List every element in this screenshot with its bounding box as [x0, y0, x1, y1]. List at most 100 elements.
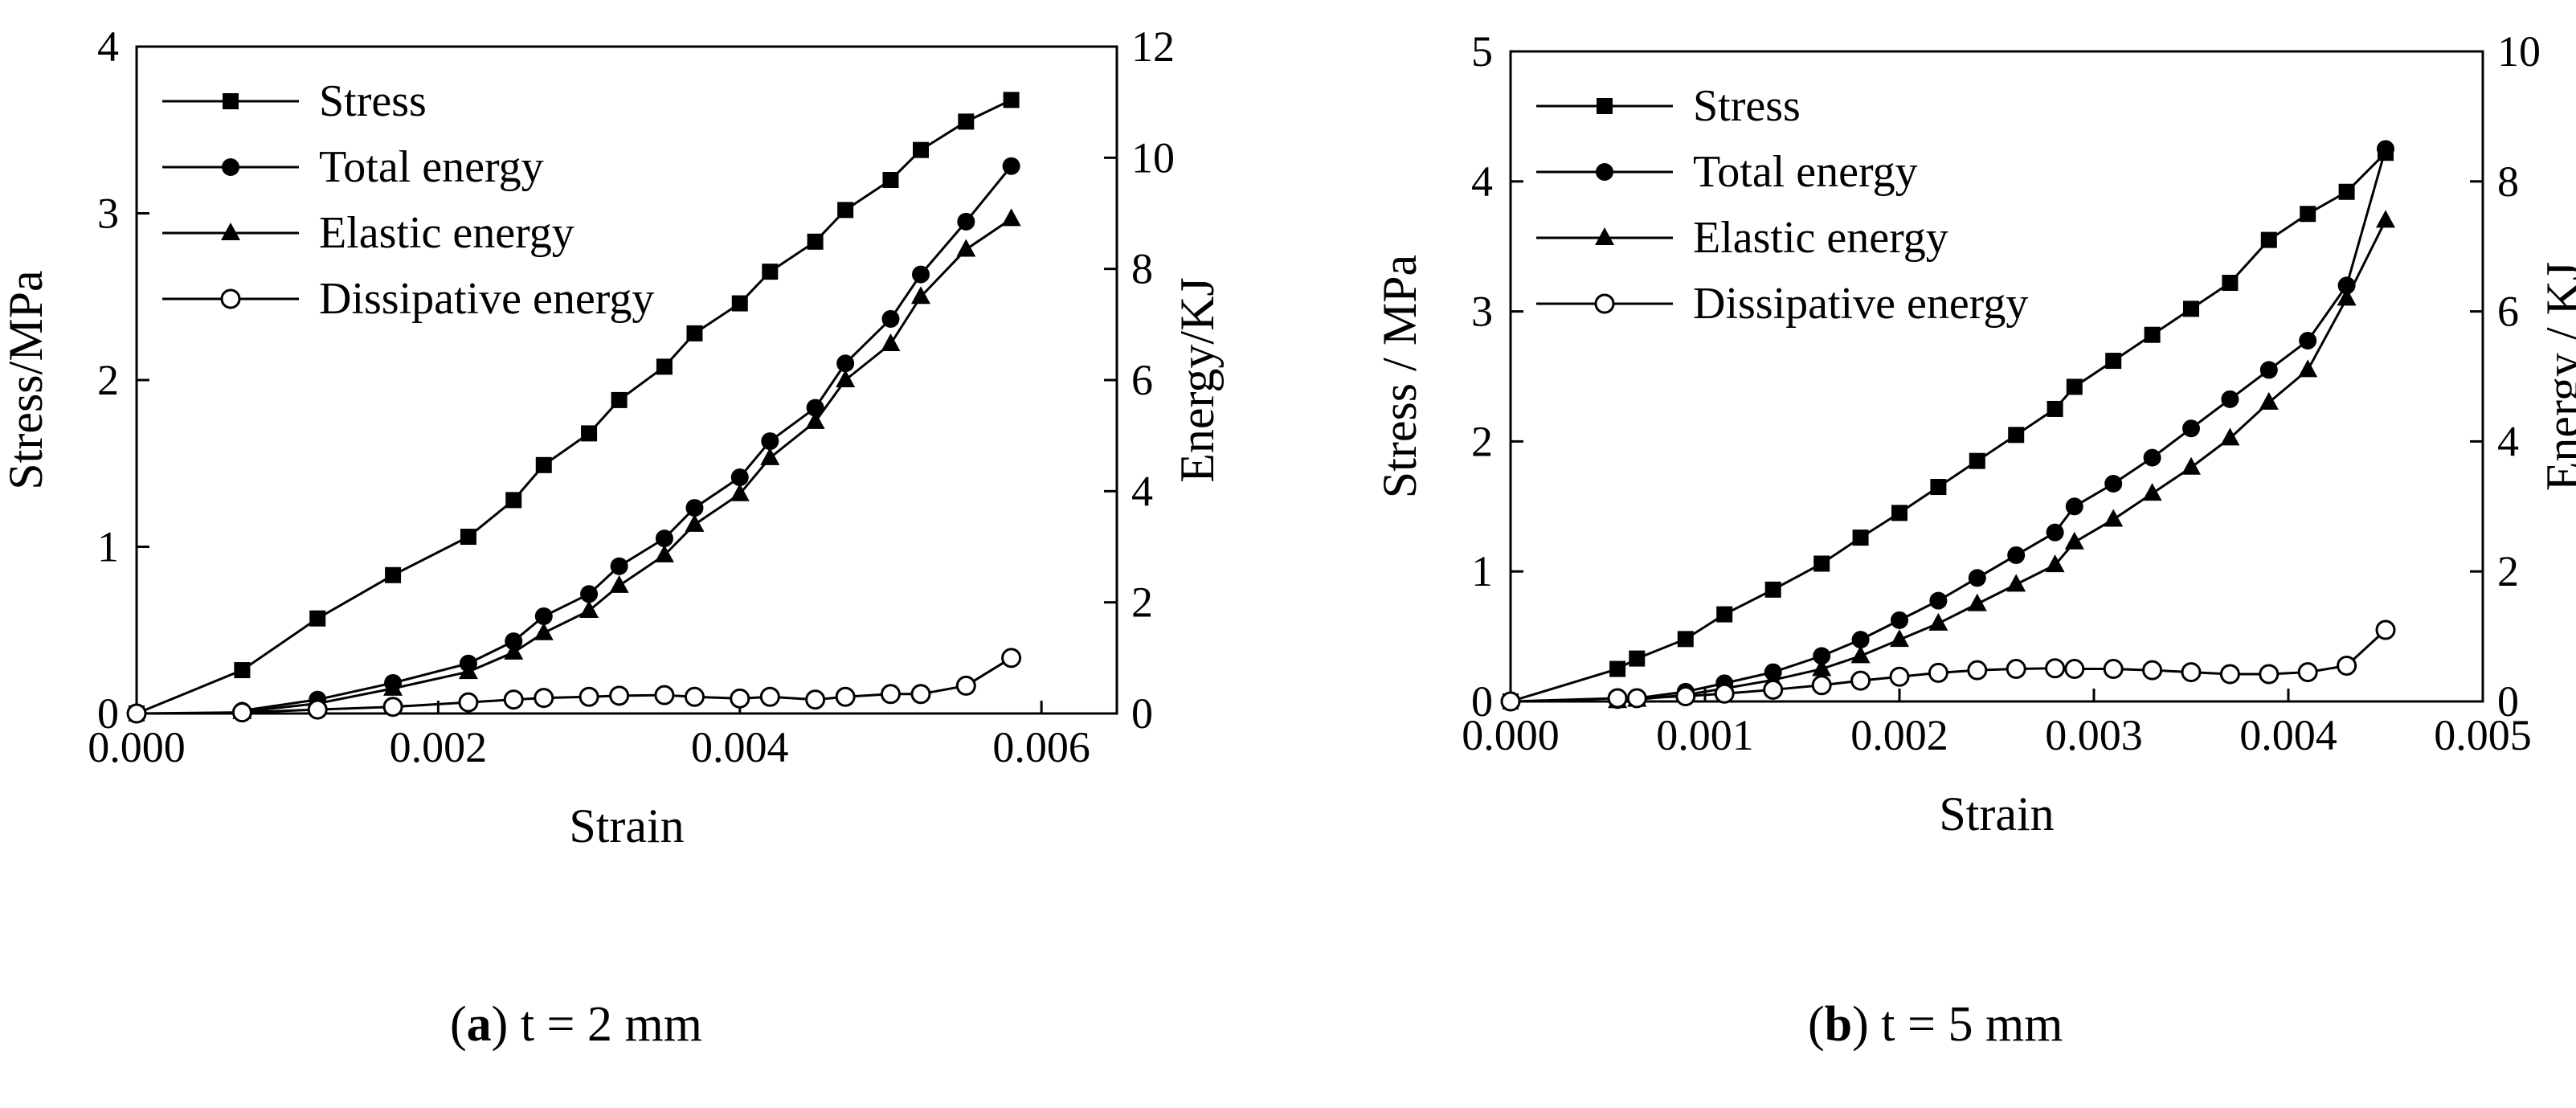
data-point	[2143, 448, 2161, 467]
data-point	[385, 566, 402, 583]
y-left-tick-label: 3	[97, 190, 119, 238]
data-point	[231, 702, 252, 723]
data-point	[504, 641, 524, 660]
y-left-tick-label: 0	[1471, 677, 1493, 726]
data-point	[609, 685, 630, 706]
data-point	[1763, 679, 1784, 700]
data-point	[761, 432, 779, 451]
x-tick-label: 0.004	[691, 723, 789, 771]
data-point	[505, 492, 522, 509]
data-point	[2007, 546, 2026, 564]
caption-b-letter: b	[1824, 997, 1853, 1052]
legend: Stress Total energy Elastic energy Dissipat…	[162, 76, 654, 324]
data-point	[1850, 645, 1871, 664]
data-point	[505, 632, 523, 651]
data-point	[835, 686, 856, 707]
series-stress	[129, 92, 1020, 722]
data-point	[609, 574, 629, 593]
legend-marker	[1594, 293, 1615, 314]
legend-label: Elastic energy	[319, 208, 574, 258]
x-axis-label: Strain	[1939, 787, 2054, 840]
data-point	[2008, 427, 2025, 444]
legend-marker	[1595, 227, 1614, 245]
data-point	[2065, 497, 2083, 516]
legend-marker	[1597, 98, 1613, 114]
data-point	[1811, 675, 1832, 696]
data-point	[1891, 611, 1908, 629]
data-point	[806, 399, 824, 417]
data-point	[1929, 591, 1948, 610]
data-point	[2006, 659, 2026, 680]
data-point	[684, 686, 705, 707]
data-point	[580, 585, 599, 603]
series-elastic-energy	[232, 208, 1021, 719]
data-point	[2259, 391, 2279, 410]
data-point	[1928, 662, 1948, 683]
data-point	[503, 689, 524, 710]
data-point	[1714, 683, 1735, 704]
data-point	[1852, 529, 1869, 546]
series-stress	[1503, 145, 2394, 709]
data-point	[912, 265, 930, 284]
data-point	[610, 557, 628, 575]
data-point	[1969, 452, 1985, 469]
data-point	[2006, 574, 2026, 592]
data-point	[534, 688, 554, 709]
y-right-tick-label: 0	[2497, 677, 2519, 726]
data-point	[2182, 419, 2200, 438]
data-point	[911, 286, 930, 305]
data-point	[730, 483, 750, 501]
data-point	[2337, 656, 2357, 677]
data-point	[1890, 629, 1909, 648]
data-point	[760, 447, 780, 465]
x-tick-label: 0.002	[390, 723, 488, 771]
y-right-tick-label: 6	[2497, 288, 2519, 336]
y-right-axis-label: Energy/KJ	[1171, 277, 1224, 483]
x-tick-label: 0.002	[1850, 711, 1948, 759]
data-point	[1001, 648, 1022, 668]
data-point	[1813, 647, 1831, 665]
data-point	[2260, 231, 2277, 248]
plot-frame	[135, 45, 1118, 715]
x-tick-label: 0.001	[1656, 711, 1754, 759]
data-point	[1967, 660, 1988, 681]
series-line	[136, 99, 1012, 715]
data-point	[126, 703, 147, 724]
data-point	[382, 697, 403, 718]
data-point	[836, 370, 856, 387]
x-tick-label: 0.006	[992, 723, 1090, 771]
legend: Stress Total energy Elastic energy Dissipat…	[1536, 81, 2028, 329]
data-point	[882, 172, 899, 188]
data-point	[881, 309, 900, 328]
data-point	[2066, 378, 2083, 395]
data-point	[1675, 686, 1696, 707]
y-left-tick-label: 1	[97, 523, 119, 571]
x-tick-label: 0.003	[2045, 711, 2143, 759]
series-line	[242, 165, 1012, 713]
y-left-axis-label: Stress/MPa	[0, 270, 52, 489]
data-point	[654, 685, 675, 705]
legend-label: Stress	[319, 76, 427, 126]
data-point	[2221, 390, 2239, 408]
chart-panel-a: 0.000 0.002 0.004 0.00601234024681012Strain…	[0, 22, 1224, 852]
y-left-tick-label: 5	[1471, 27, 1493, 76]
data-point	[957, 212, 975, 231]
legend-label: Dissipative energy	[319, 274, 654, 324]
plot-frame	[1509, 50, 2484, 703]
chart-panel-b: 0.000 0.001 0.002 0.003 0.004 0.0050123450246…	[1373, 27, 2576, 840]
x-tick-label: 0.005	[2434, 711, 2532, 759]
data-point	[579, 686, 599, 707]
data-point	[2337, 288, 2357, 306]
data-point	[458, 692, 479, 713]
data-point	[730, 468, 749, 487]
data-point	[2142, 483, 2162, 501]
data-point	[2375, 619, 2396, 640]
y-left-axis-label: Stress / MPa	[1373, 255, 1426, 498]
y-right-tick-label: 8	[1131, 245, 1153, 293]
legend-label: Stress	[1693, 81, 1801, 131]
data-point	[731, 295, 748, 312]
data-point	[535, 456, 552, 473]
data-point	[2064, 531, 2084, 550]
caption-a-letter: a	[466, 997, 492, 1052]
data-point	[2298, 359, 2318, 378]
